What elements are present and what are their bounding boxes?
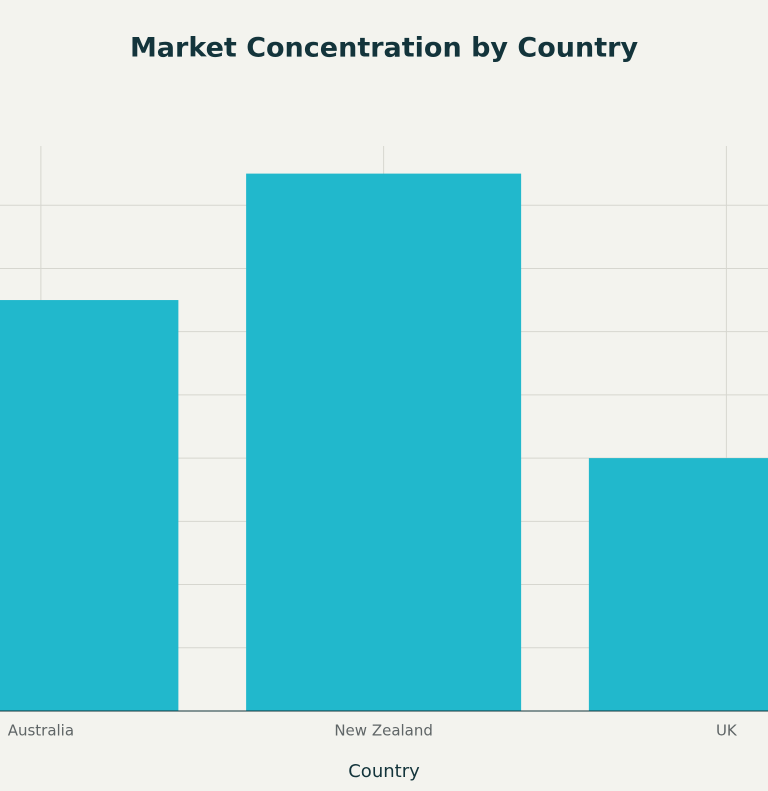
bar [588,458,768,711]
x-tick-label: UK [716,722,738,740]
chart-title: Market Concentration by Country [130,33,639,64]
bar [246,173,522,712]
x-axis-title: Country [348,761,420,782]
x-tick-label: Australia [8,722,74,740]
bar [0,300,179,711]
x-tick-label: New Zealand [334,722,433,740]
